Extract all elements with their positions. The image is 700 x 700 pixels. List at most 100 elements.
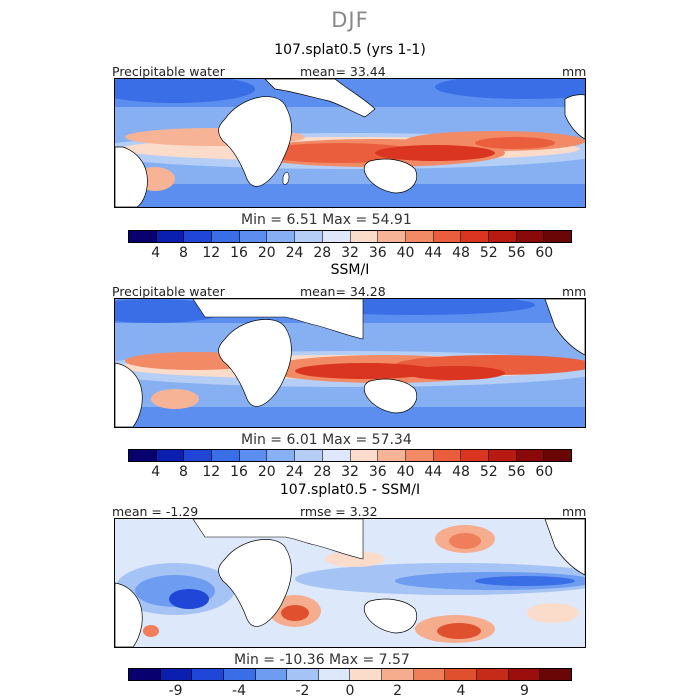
panel1-colorbar-tick: 24 (285, 245, 304, 261)
panel2-mean-label: mean= 34.28 (300, 284, 386, 299)
panel3-colorbar-tick: -4 (232, 683, 246, 699)
panel2-colorbar-swatch (322, 450, 351, 461)
panel2-map (114, 298, 586, 428)
panel3-colorbar-ticks: -9 -4 -2 0 2 4 9 (128, 683, 572, 699)
panel1-mean-label: mean= 33.44 (300, 64, 386, 79)
panel2-colorbar-tick: 32 (341, 464, 359, 480)
panel1-colorbar-tick: 48 (452, 245, 470, 261)
panel1-colorbar-swatch (433, 231, 462, 242)
panel2-colorbar (128, 449, 572, 462)
panel1-colorbar-ticks: 4 8 12 16 20 24 28 32 36 40 44 48 52 56 60 (128, 245, 572, 261)
panel3-map (114, 518, 586, 648)
panel3-colorbar-swatch (223, 669, 256, 680)
panel1-colorbar-swatch (461, 231, 489, 242)
panel1-colorbar-swatch (267, 231, 296, 242)
panel2-colorbar-swatch (378, 450, 406, 461)
panel1-colorbar-tick: 32 (341, 245, 359, 261)
panel1-colorbar-tick: 20 (257, 245, 276, 261)
panel2-colorbar-tick: 20 (257, 464, 276, 480)
panel1-colorbar-tick: 36 (368, 245, 387, 261)
panel1-variable-label: Precipitable water (112, 64, 225, 79)
panel3-colorbar-swatch (350, 669, 383, 680)
panel2-colorbar-swatch (295, 450, 323, 461)
panel1-map-field (115, 79, 585, 207)
panel1-colorbar-swatch (544, 231, 571, 242)
panel1-colorbar-swatch (212, 231, 240, 242)
panel3-colorbar-swatch (445, 669, 478, 680)
panel1-colorbar-tick: 8 (179, 245, 188, 261)
panel1-colorbar-tick: 56 (507, 245, 526, 261)
panel3-colorbar-tick: 9 (519, 683, 529, 699)
panel3-colorbar (128, 668, 572, 681)
panel3-colorbar-tick: 4 (456, 683, 466, 699)
panel3-rmse-label: rmse = 3.32 (300, 504, 378, 519)
panel2-unit-label: mm (562, 284, 587, 299)
panel3-colorbar-tick: 2 (393, 683, 403, 699)
panel1-colorbar (128, 230, 572, 243)
panel3-colorbar-swatch (287, 669, 319, 680)
panel2-colorbar-swatch (156, 450, 185, 461)
panel2-colorbar-ticks: 4 8 12 16 20 24 28 32 36 40 44 48 52 56 60 (128, 464, 572, 480)
panel3-min-max: Min = -10.36 Max = 7.57 (234, 652, 410, 668)
panel1-colorbar-tick: 16 (230, 245, 248, 261)
panel2-colorbar-tick: 36 (368, 464, 387, 480)
panel3-map-field (115, 519, 585, 647)
panel2-colorbar-swatch (516, 450, 545, 461)
panel2-map-field (115, 299, 585, 427)
panel1-colorbar-swatch (295, 231, 323, 242)
panel2-colorbar-tick: 48 (452, 464, 470, 480)
panel2-colorbar-swatch (184, 450, 213, 461)
panel3-colorbar-swatch (477, 669, 509, 680)
panel1-map (114, 78, 586, 208)
panel3-title: 107.splat0.5 - SSM/I (279, 482, 421, 498)
panel3-colorbar-swatch (508, 669, 541, 680)
panel1-colorbar-tick: 52 (479, 245, 498, 261)
panel2-colorbar-tick: 4 (151, 464, 161, 480)
panel3-mean-label: mean = -1.29 (112, 504, 199, 519)
panel1-colorbar-tick: 44 (424, 245, 443, 261)
panel1-colorbar-tick: 12 (202, 245, 221, 261)
panel1-colorbar-swatch (405, 231, 434, 242)
panel1-colorbar-swatch (350, 231, 379, 242)
panel2-colorbar-swatch (239, 450, 268, 461)
panel2-colorbar-swatch (350, 450, 379, 461)
panel3-colorbar-swatch (129, 669, 161, 680)
panel1-title: 107.splat0.5 (yrs 1-1) (274, 42, 426, 58)
panel1-colorbar-swatch (322, 231, 351, 242)
panel3-colorbar-swatch (255, 669, 288, 680)
panel1-unit-label: mm (562, 64, 587, 79)
panel2-min-max: Min = 6.01 Max = 57.34 (241, 432, 412, 448)
panel2-colorbar-tick: 60 (535, 464, 554, 480)
panel3-colorbar-swatch (413, 669, 446, 680)
panel2-variable-label: Precipitable water (112, 284, 225, 299)
panel2-colorbar-tick: 52 (479, 464, 498, 480)
panel1-colorbar-tick: 60 (535, 245, 554, 261)
panel2-title: SSM/I (330, 262, 370, 278)
panel2-colorbar-tick: 12 (202, 464, 221, 480)
panel3-colorbar-swatch (160, 669, 193, 680)
panel2-colorbar-tick: 28 (313, 464, 332, 480)
panel3-colorbar-swatch (192, 669, 224, 680)
panel1-colorbar-swatch (156, 231, 185, 242)
panel2-colorbar-swatch (405, 450, 434, 461)
panel3-unit-label: mm (562, 504, 587, 519)
panel2-colorbar-swatch (544, 450, 571, 461)
panel2-colorbar-swatch (267, 450, 296, 461)
panel2-colorbar-tick: 44 (424, 464, 443, 480)
panel1-colorbar-swatch (516, 231, 545, 242)
panel2-colorbar-tick: 40 (396, 464, 415, 480)
panel2-colorbar-swatch (461, 450, 489, 461)
panel1-min-max: Min = 6.51 Max = 54.91 (241, 212, 412, 228)
figure-season-title: DJF (331, 8, 369, 32)
panel3-colorbar-tick: 0 (345, 683, 355, 699)
panel1-colorbar-tick: 4 (151, 245, 161, 261)
panel1-colorbar-tick: 28 (313, 245, 332, 261)
panel2-colorbar-tick: 8 (179, 464, 188, 480)
panel1-colorbar-swatch (488, 231, 517, 242)
panel3-colorbar-swatch (540, 669, 571, 680)
panel2-colorbar-swatch (212, 450, 240, 461)
panel1-colorbar-swatch (184, 231, 213, 242)
panel1-colorbar-swatch (378, 231, 406, 242)
panel3-colorbar-tick: -2 (295, 683, 310, 699)
panel1-colorbar-swatch (239, 231, 268, 242)
